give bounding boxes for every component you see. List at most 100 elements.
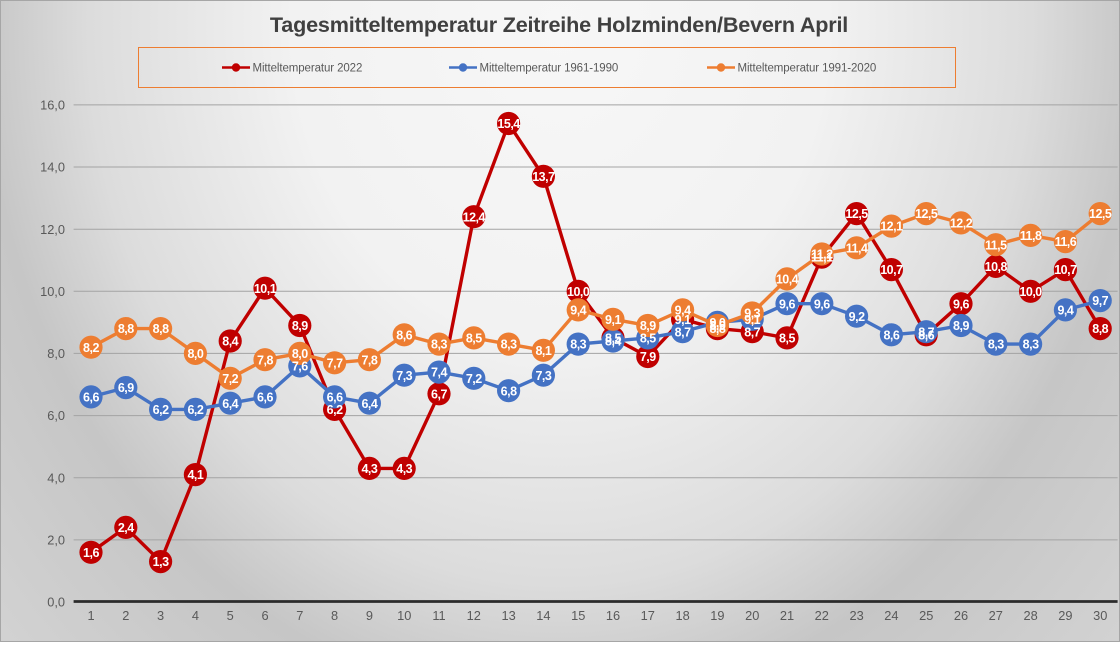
svg-text:11,1: 11,1 (811, 251, 833, 265)
svg-text:11,5: 11,5 (985, 238, 1007, 252)
svg-text:8,0: 8,0 (292, 347, 308, 361)
svg-text:6,6: 6,6 (257, 391, 273, 405)
svg-text:9,2: 9,2 (849, 310, 865, 324)
svg-text:11,2: 11,2 (811, 248, 833, 262)
svg-text:12,5: 12,5 (915, 207, 938, 221)
svg-text:12,4: 12,4 (463, 210, 486, 224)
svg-text:23: 23 (849, 608, 863, 623)
svg-text:7,3: 7,3 (396, 369, 412, 383)
svg-text:8,9: 8,9 (292, 319, 308, 333)
svg-text:4: 4 (192, 608, 199, 623)
svg-text:6,6: 6,6 (327, 391, 343, 405)
svg-text:Mitteltemperatur 1961-1990: Mitteltemperatur 1961-1990 (480, 63, 619, 75)
svg-text:14: 14 (536, 608, 550, 623)
svg-text:8,9: 8,9 (709, 319, 725, 333)
svg-text:8,6: 8,6 (883, 328, 899, 342)
svg-text:8,5: 8,5 (605, 332, 621, 346)
svg-text:7,6: 7,6 (292, 360, 308, 374)
svg-text:9,1: 9,1 (744, 313, 760, 327)
svg-text:0,0: 0,0 (47, 595, 65, 610)
svg-text:10,8: 10,8 (985, 260, 1008, 274)
svg-text:11: 11 (432, 608, 445, 623)
svg-text:5: 5 (227, 608, 234, 623)
svg-text:2,4: 2,4 (118, 521, 134, 535)
svg-text:6,2: 6,2 (153, 403, 169, 417)
svg-text:7,3: 7,3 (535, 369, 551, 383)
svg-text:6,8: 6,8 (501, 384, 517, 398)
svg-text:8,6: 8,6 (918, 328, 934, 342)
svg-text:19: 19 (710, 608, 724, 623)
svg-text:Mitteltemperatur 1991-2020: Mitteltemperatur 1991-2020 (738, 63, 877, 75)
svg-text:9,6: 9,6 (953, 297, 969, 311)
svg-text:28: 28 (1023, 608, 1037, 623)
svg-text:8,8: 8,8 (1092, 322, 1108, 336)
svg-text:7,8: 7,8 (257, 353, 273, 367)
svg-text:9,4: 9,4 (1057, 304, 1073, 318)
svg-text:11,4: 11,4 (846, 241, 868, 255)
svg-text:7,8: 7,8 (361, 353, 377, 367)
svg-text:9,6: 9,6 (814, 297, 830, 311)
svg-text:12,0: 12,0 (40, 222, 65, 237)
svg-text:6,2: 6,2 (327, 403, 343, 417)
svg-text:4,3: 4,3 (361, 462, 377, 476)
svg-text:Mitteltemperatur 2022: Mitteltemperatur 2022 (253, 63, 363, 75)
svg-text:6,6: 6,6 (83, 391, 99, 405)
svg-text:2,0: 2,0 (47, 533, 65, 548)
svg-text:9,3: 9,3 (744, 307, 760, 321)
svg-text:1,6: 1,6 (83, 546, 99, 560)
svg-text:12,1: 12,1 (880, 220, 903, 234)
svg-text:21: 21 (780, 608, 794, 623)
svg-text:4,3: 4,3 (396, 462, 412, 476)
svg-text:6,4: 6,4 (222, 397, 238, 411)
svg-text:8,3: 8,3 (1023, 338, 1039, 352)
svg-text:8,9: 8,9 (953, 319, 969, 333)
svg-text:6,4: 6,4 (361, 397, 377, 411)
svg-text:4,1: 4,1 (187, 468, 203, 482)
svg-text:10,7: 10,7 (880, 263, 903, 277)
svg-text:9,1: 9,1 (605, 313, 621, 327)
svg-text:8,6: 8,6 (396, 328, 412, 342)
svg-text:8,0: 8,0 (47, 346, 65, 361)
svg-text:11,6: 11,6 (1055, 235, 1077, 249)
svg-text:26: 26 (954, 608, 968, 623)
svg-text:8: 8 (331, 608, 338, 623)
svg-text:1,3: 1,3 (153, 555, 169, 569)
svg-text:13: 13 (501, 608, 515, 623)
svg-text:8,5: 8,5 (640, 332, 656, 346)
svg-text:12,2: 12,2 (950, 217, 973, 231)
svg-text:10,1: 10,1 (254, 282, 277, 296)
svg-text:6,2: 6,2 (187, 403, 203, 417)
svg-text:13,7: 13,7 (532, 170, 555, 184)
svg-text:7,2: 7,2 (466, 372, 482, 386)
svg-text:9,7: 9,7 (1092, 294, 1108, 308)
svg-text:8,4: 8,4 (605, 335, 621, 349)
svg-text:27: 27 (989, 608, 1003, 623)
svg-text:29: 29 (1058, 608, 1072, 623)
svg-text:8,2: 8,2 (83, 341, 99, 355)
svg-text:12,5: 12,5 (845, 207, 868, 221)
svg-text:8,7: 8,7 (744, 325, 760, 339)
svg-text:11,8: 11,8 (1020, 229, 1042, 243)
svg-text:8,3: 8,3 (431, 338, 447, 352)
svg-text:8,3: 8,3 (988, 338, 1004, 352)
svg-text:8,9: 8,9 (640, 319, 656, 333)
svg-text:8,1: 8,1 (535, 344, 551, 358)
svg-text:15: 15 (571, 608, 585, 623)
svg-text:10,4: 10,4 (776, 273, 799, 287)
svg-text:6,9: 6,9 (118, 381, 134, 395)
svg-text:22: 22 (815, 608, 829, 623)
svg-text:12,5: 12,5 (1089, 207, 1112, 221)
svg-text:10: 10 (397, 608, 411, 623)
svg-text:8,7: 8,7 (918, 325, 934, 339)
svg-text:9,1: 9,1 (675, 313, 691, 327)
svg-text:Tagesmitteltemperatur Zeitreih: Tagesmitteltemperatur Zeitreihe Holzmind… (270, 12, 848, 37)
svg-text:6,0: 6,0 (47, 408, 65, 423)
svg-text:7,9: 7,9 (640, 350, 656, 364)
svg-text:20: 20 (745, 608, 759, 623)
svg-text:9,4: 9,4 (570, 304, 586, 318)
svg-text:25: 25 (919, 608, 933, 623)
svg-text:4,0: 4,0 (47, 470, 65, 485)
svg-text:24: 24 (884, 608, 898, 623)
svg-text:16: 16 (606, 608, 620, 623)
svg-text:14,0: 14,0 (40, 160, 65, 175)
